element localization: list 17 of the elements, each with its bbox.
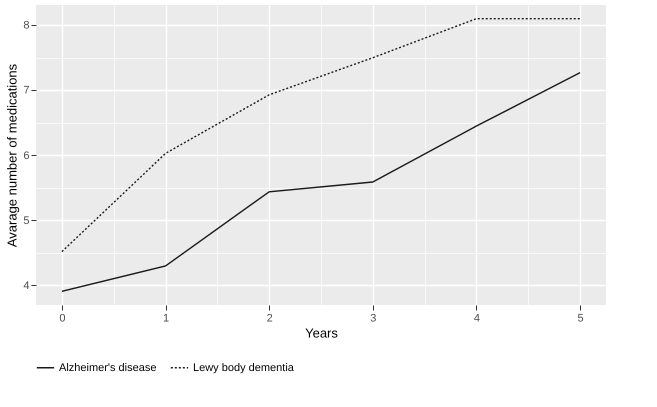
y-axis-title: Avarage number of medications <box>4 63 20 248</box>
line-series <box>61 72 581 292</box>
y-tick-label: 7 <box>23 84 30 97</box>
x-tick-label: 5 <box>578 312 584 324</box>
x-axis-title: Years <box>305 326 338 340</box>
y-tick-label: 5 <box>23 214 30 227</box>
x-tick-label: 0 <box>59 312 66 324</box>
x-tick-label: 3 <box>370 312 376 324</box>
legend-label: Alzheimer's disease <box>59 362 156 374</box>
x-tick-label: 4 <box>474 312 480 324</box>
y-tick-label: 8 <box>23 20 30 32</box>
x-tick-label: 2 <box>266 312 273 324</box>
x-tick-label: 1 <box>162 312 170 324</box>
y-tick-label: 6 <box>23 150 30 162</box>
line-series <box>61 18 581 252</box>
legend-label: Lewy body dementia <box>193 362 295 374</box>
y-tick-label: 4 <box>23 280 30 292</box>
